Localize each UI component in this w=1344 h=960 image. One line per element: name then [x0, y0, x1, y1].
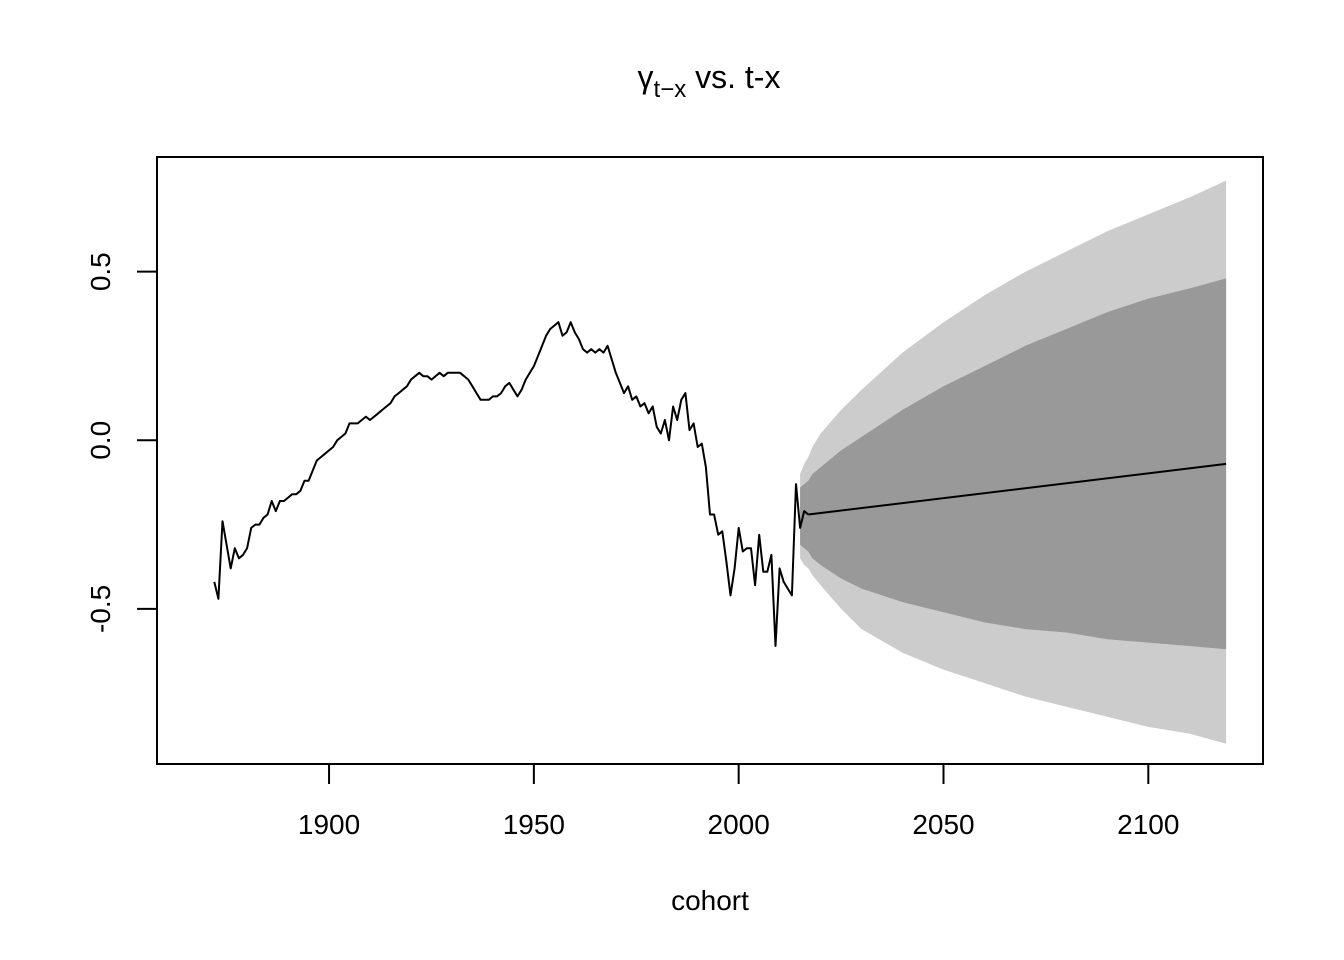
- y-tick-label: -0.5: [85, 585, 116, 633]
- confidence-bands: [800, 180, 1227, 744]
- line-forecast: [808, 462, 1227, 516]
- chart-title: γt−x vs. t-x: [638, 59, 781, 103]
- x-axis: 1900 1950 2000 2050 2100: [298, 763, 1179, 840]
- y-tick-label: 0.0: [85, 421, 116, 460]
- x-tick-label: 1900: [298, 809, 360, 840]
- line-observed: [213, 321, 809, 647]
- title-symbol: γ: [638, 59, 654, 95]
- title-rest: vs. t-x: [686, 59, 780, 95]
- x-axis-title: cohort: [671, 885, 749, 916]
- x-tick-label: 2000: [708, 809, 770, 840]
- x-tick-label: 1950: [503, 809, 565, 840]
- x-tick-label: 2050: [912, 809, 974, 840]
- band-inner: [800, 278, 1227, 650]
- x-tick-label: 2100: [1117, 809, 1179, 840]
- series-lines: [213, 321, 1227, 647]
- y-tick-label: 0.5: [85, 252, 116, 291]
- y-axis: -0.5 0.0 0.5: [85, 252, 158, 633]
- title-subscript: t−x: [654, 76, 687, 103]
